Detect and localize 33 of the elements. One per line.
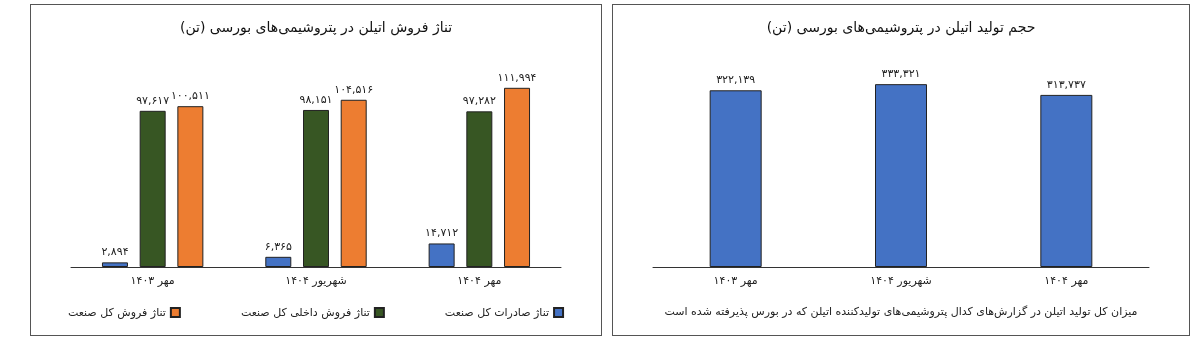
data-label: ۶,۳۶۵	[264, 239, 292, 253]
chart-title: تناژ فروش اتیلن در پتروشیمی‌های بورسی (تن)	[179, 19, 453, 36]
legend-label: تناژ فروش داخلی کل صنعت	[240, 306, 370, 319]
bar	[139, 110, 166, 267]
bar	[428, 243, 455, 267]
legend-label: تناژ فروش کل صنعت	[67, 306, 166, 319]
data-label: ۳۳۳,۳۲۱	[881, 67, 921, 81]
bar	[303, 109, 329, 267]
data-label: ۱۱۱,۹۹۴	[497, 70, 537, 84]
bar	[265, 256, 292, 267]
x-tick-label: مهر ۱۴۰۳	[130, 274, 175, 287]
data-label: ۹۷,۶۱۷	[136, 93, 170, 107]
x-tick-label: مهر ۱۴۰۳	[713, 274, 758, 287]
legend-label: تناژ صادرات کل صنعت	[444, 306, 550, 319]
bar	[504, 87, 531, 267]
data-label: ۹۷,۲۸۲	[462, 94, 496, 108]
data-label: ۱۰۰,۵۱۱	[170, 89, 210, 103]
chart-title: حجم تولید اتیلن در پتروشیمی‌های بورسی (تن)	[766, 19, 1036, 36]
bar	[340, 99, 367, 267]
data-label: ۳۱۳,۷۳۷	[1046, 77, 1086, 91]
x-tick-label: مهر ۱۴۰۴	[457, 274, 502, 287]
data-label: ۱۰۴,۵۱۶	[334, 82, 374, 96]
bar	[101, 262, 128, 267]
data-label: ۱۴,۷۱۲	[425, 226, 459, 240]
data-label: ۳۲۲,۱۳۹	[716, 73, 756, 87]
bar	[177, 106, 204, 267]
bar	[466, 111, 493, 267]
x-tick-label: شهریور ۱۴۰۴	[870, 274, 932, 287]
data-label: ۹۸,۱۵۱	[299, 92, 333, 106]
x-tick-label: مهر ۱۴۰۴	[1044, 274, 1089, 287]
text: میزان کل تولید اتیلن در گزارش‌های کدال پتروشیمی‌های تولیدکننده اتیلن که در بورس پذیرفته شده است	[664, 305, 1138, 318]
data-label: ۲,۸۹۴	[101, 245, 129, 259]
x-tick-label: شهریور ۱۴۰۴	[285, 274, 347, 287]
